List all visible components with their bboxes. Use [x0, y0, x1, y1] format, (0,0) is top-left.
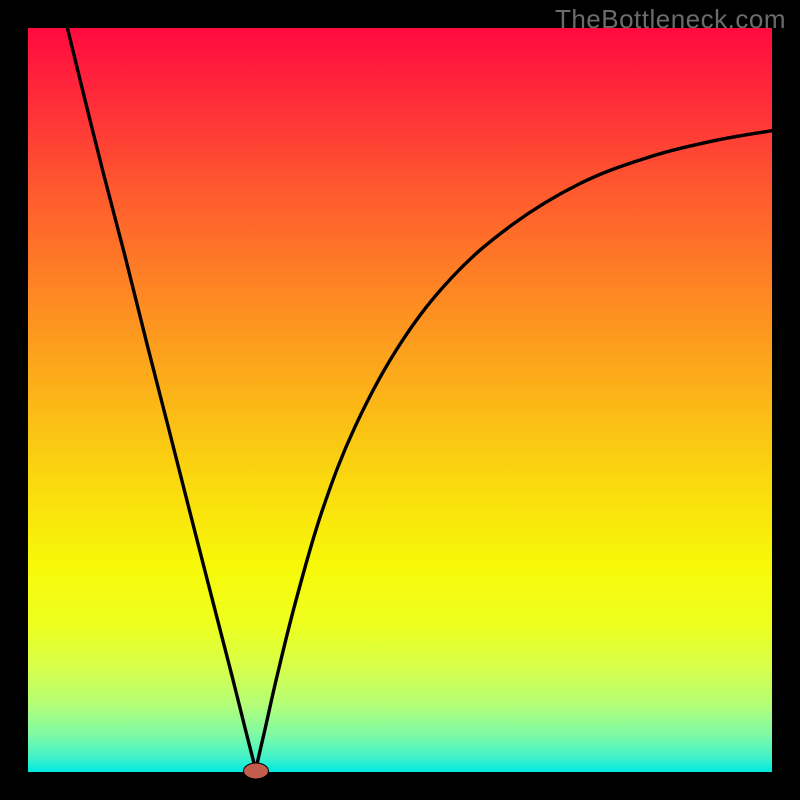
plot-area: [28, 28, 772, 772]
curve-right-branch: [256, 131, 772, 770]
curve-left-branch: [67, 28, 255, 770]
chart-container: { "canvas": { "width": 800, "height": 80…: [0, 0, 800, 800]
watermark-text: TheBottleneck.com: [555, 4, 786, 35]
minimum-marker: [243, 762, 269, 779]
bottleneck-curve: [28, 28, 772, 772]
